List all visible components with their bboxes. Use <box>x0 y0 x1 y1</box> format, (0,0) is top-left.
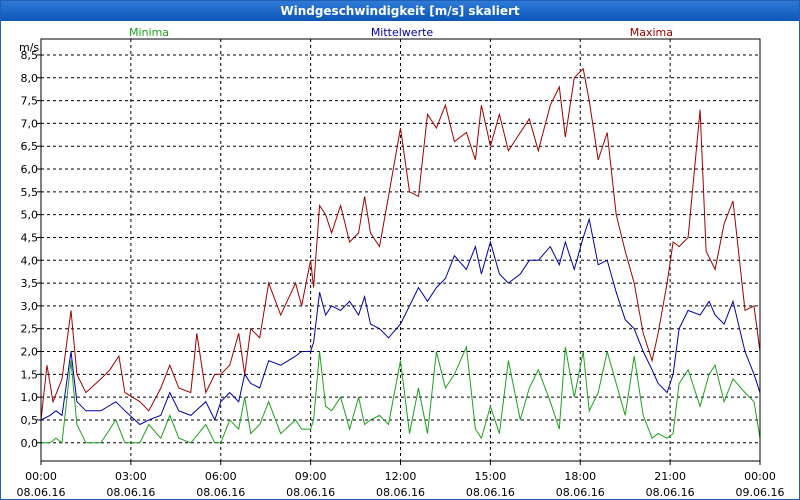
x-tick-time-label: 15:00 <box>475 470 507 483</box>
y-tick-label: 4,0 <box>21 254 39 267</box>
x-tick-time-label: 12:00 <box>385 470 417 483</box>
x-tick-date-label: 08.06.16 <box>646 486 695 499</box>
y-axis-unit-label: m/s <box>19 41 39 54</box>
grid <box>41 39 760 461</box>
y-tick-label: 3,5 <box>21 277 39 290</box>
y-tick-label: 4,5 <box>21 231 39 244</box>
y-tick-label: 8,5 <box>21 49 39 62</box>
y-tick-label: 5,0 <box>21 209 39 222</box>
x-tick-time-label: 09:00 <box>295 470 327 483</box>
axis-ticks: 0,0 0,5 1,0 1,5 2,0 2,5 3,0 3,5 4,0 4,5 5,0 5,5 6,0 6… <box>17 49 785 499</box>
y-tick-label: 7,0 <box>21 117 39 130</box>
y-tick-label: 1,5 <box>21 368 39 381</box>
series-line-minima <box>41 344 761 444</box>
x-tick-time-label: 00:00 <box>744 470 776 483</box>
x-tick-date-label: 08.06.16 <box>196 486 245 499</box>
y-tick-label: 2,5 <box>21 323 39 336</box>
x-tick-time-label: 18:00 <box>564 470 596 483</box>
y-tick-label: 3,0 <box>21 300 39 313</box>
y-tick-label: 0,0 <box>21 437 39 450</box>
x-tick-date-label: 08.06.16 <box>556 486 605 499</box>
x-tick-time-label: 06:00 <box>205 470 237 483</box>
y-tick-label: 7,5 <box>21 95 39 108</box>
legend: Minima Mittelwerte Maxima <box>129 26 673 39</box>
x-tick-date-label: 08.06.16 <box>286 486 335 499</box>
y-tick-label: 1,0 <box>21 391 39 404</box>
y-tick-label: 8,0 <box>21 72 39 85</box>
legend-maxima: Maxima <box>630 26 673 39</box>
y-tick-label: 2,0 <box>21 346 39 359</box>
series-lines <box>40 67 761 444</box>
legend-mittelwerte: Mittelwerte <box>371 26 434 39</box>
x-tick-date-label: 08.06.16 <box>466 486 515 499</box>
y-tick-label: 6,5 <box>21 140 39 153</box>
x-tick-time-label: 21:00 <box>654 470 686 483</box>
x-tick-date-label: 08.06.16 <box>376 486 425 499</box>
y-tick-label: 6,0 <box>21 163 39 176</box>
x-tick-time-label: 00:00 <box>25 470 57 483</box>
y-tick-label: 0,5 <box>21 414 39 427</box>
series-line-maxima <box>40 67 761 420</box>
x-tick-date-label: 08.06.16 <box>17 486 66 499</box>
x-tick-date-label: 08.06.16 <box>106 486 155 499</box>
window-title: Windgeschwindigkeit [m/s] skaliert <box>1 1 799 21</box>
legend-minima: Minima <box>129 26 169 39</box>
series-line-mittelwerte <box>40 217 761 426</box>
y-tick-label: 5,5 <box>21 186 39 199</box>
x-tick-date-label: 09.06.16 <box>736 486 785 499</box>
x-tick-time-label: 03:00 <box>115 470 147 483</box>
